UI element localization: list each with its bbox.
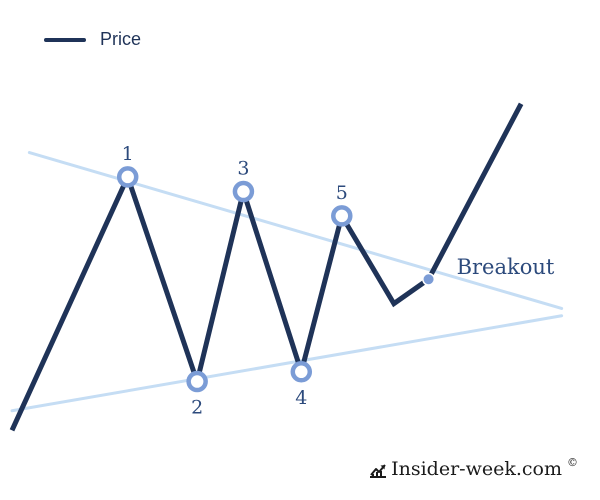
- watermark-text: Insider-week.com: [391, 458, 562, 480]
- legend: Price: [44, 29, 141, 50]
- lower-trendline: [10, 314, 564, 413]
- legend-swatch-price: [44, 37, 86, 42]
- pivot-label-2: 2: [191, 397, 203, 419]
- pivot-label-4: 4: [295, 387, 307, 409]
- price-line: [9, 102, 524, 432]
- pivot-marker-3: [232, 180, 255, 203]
- breakout-label: Breakout: [457, 255, 555, 279]
- pivot-label-3: 3: [237, 158, 249, 180]
- legend-label: Price: [100, 29, 142, 49]
- breakout-marker: [423, 274, 434, 285]
- pivot-marker-4: [290, 361, 313, 383]
- copyright-symbol: ©: [567, 456, 578, 469]
- pivot-label-5: 5: [336, 182, 348, 204]
- pivot-marker-5: [331, 205, 353, 227]
- pivot-marker-1: [116, 166, 139, 188]
- pivot-label-1: 1: [122, 143, 134, 165]
- pivot-marker-2: [186, 370, 208, 393]
- watermark: Insider-week.com ©: [369, 456, 578, 480]
- trend-chart-icon: [370, 464, 387, 478]
